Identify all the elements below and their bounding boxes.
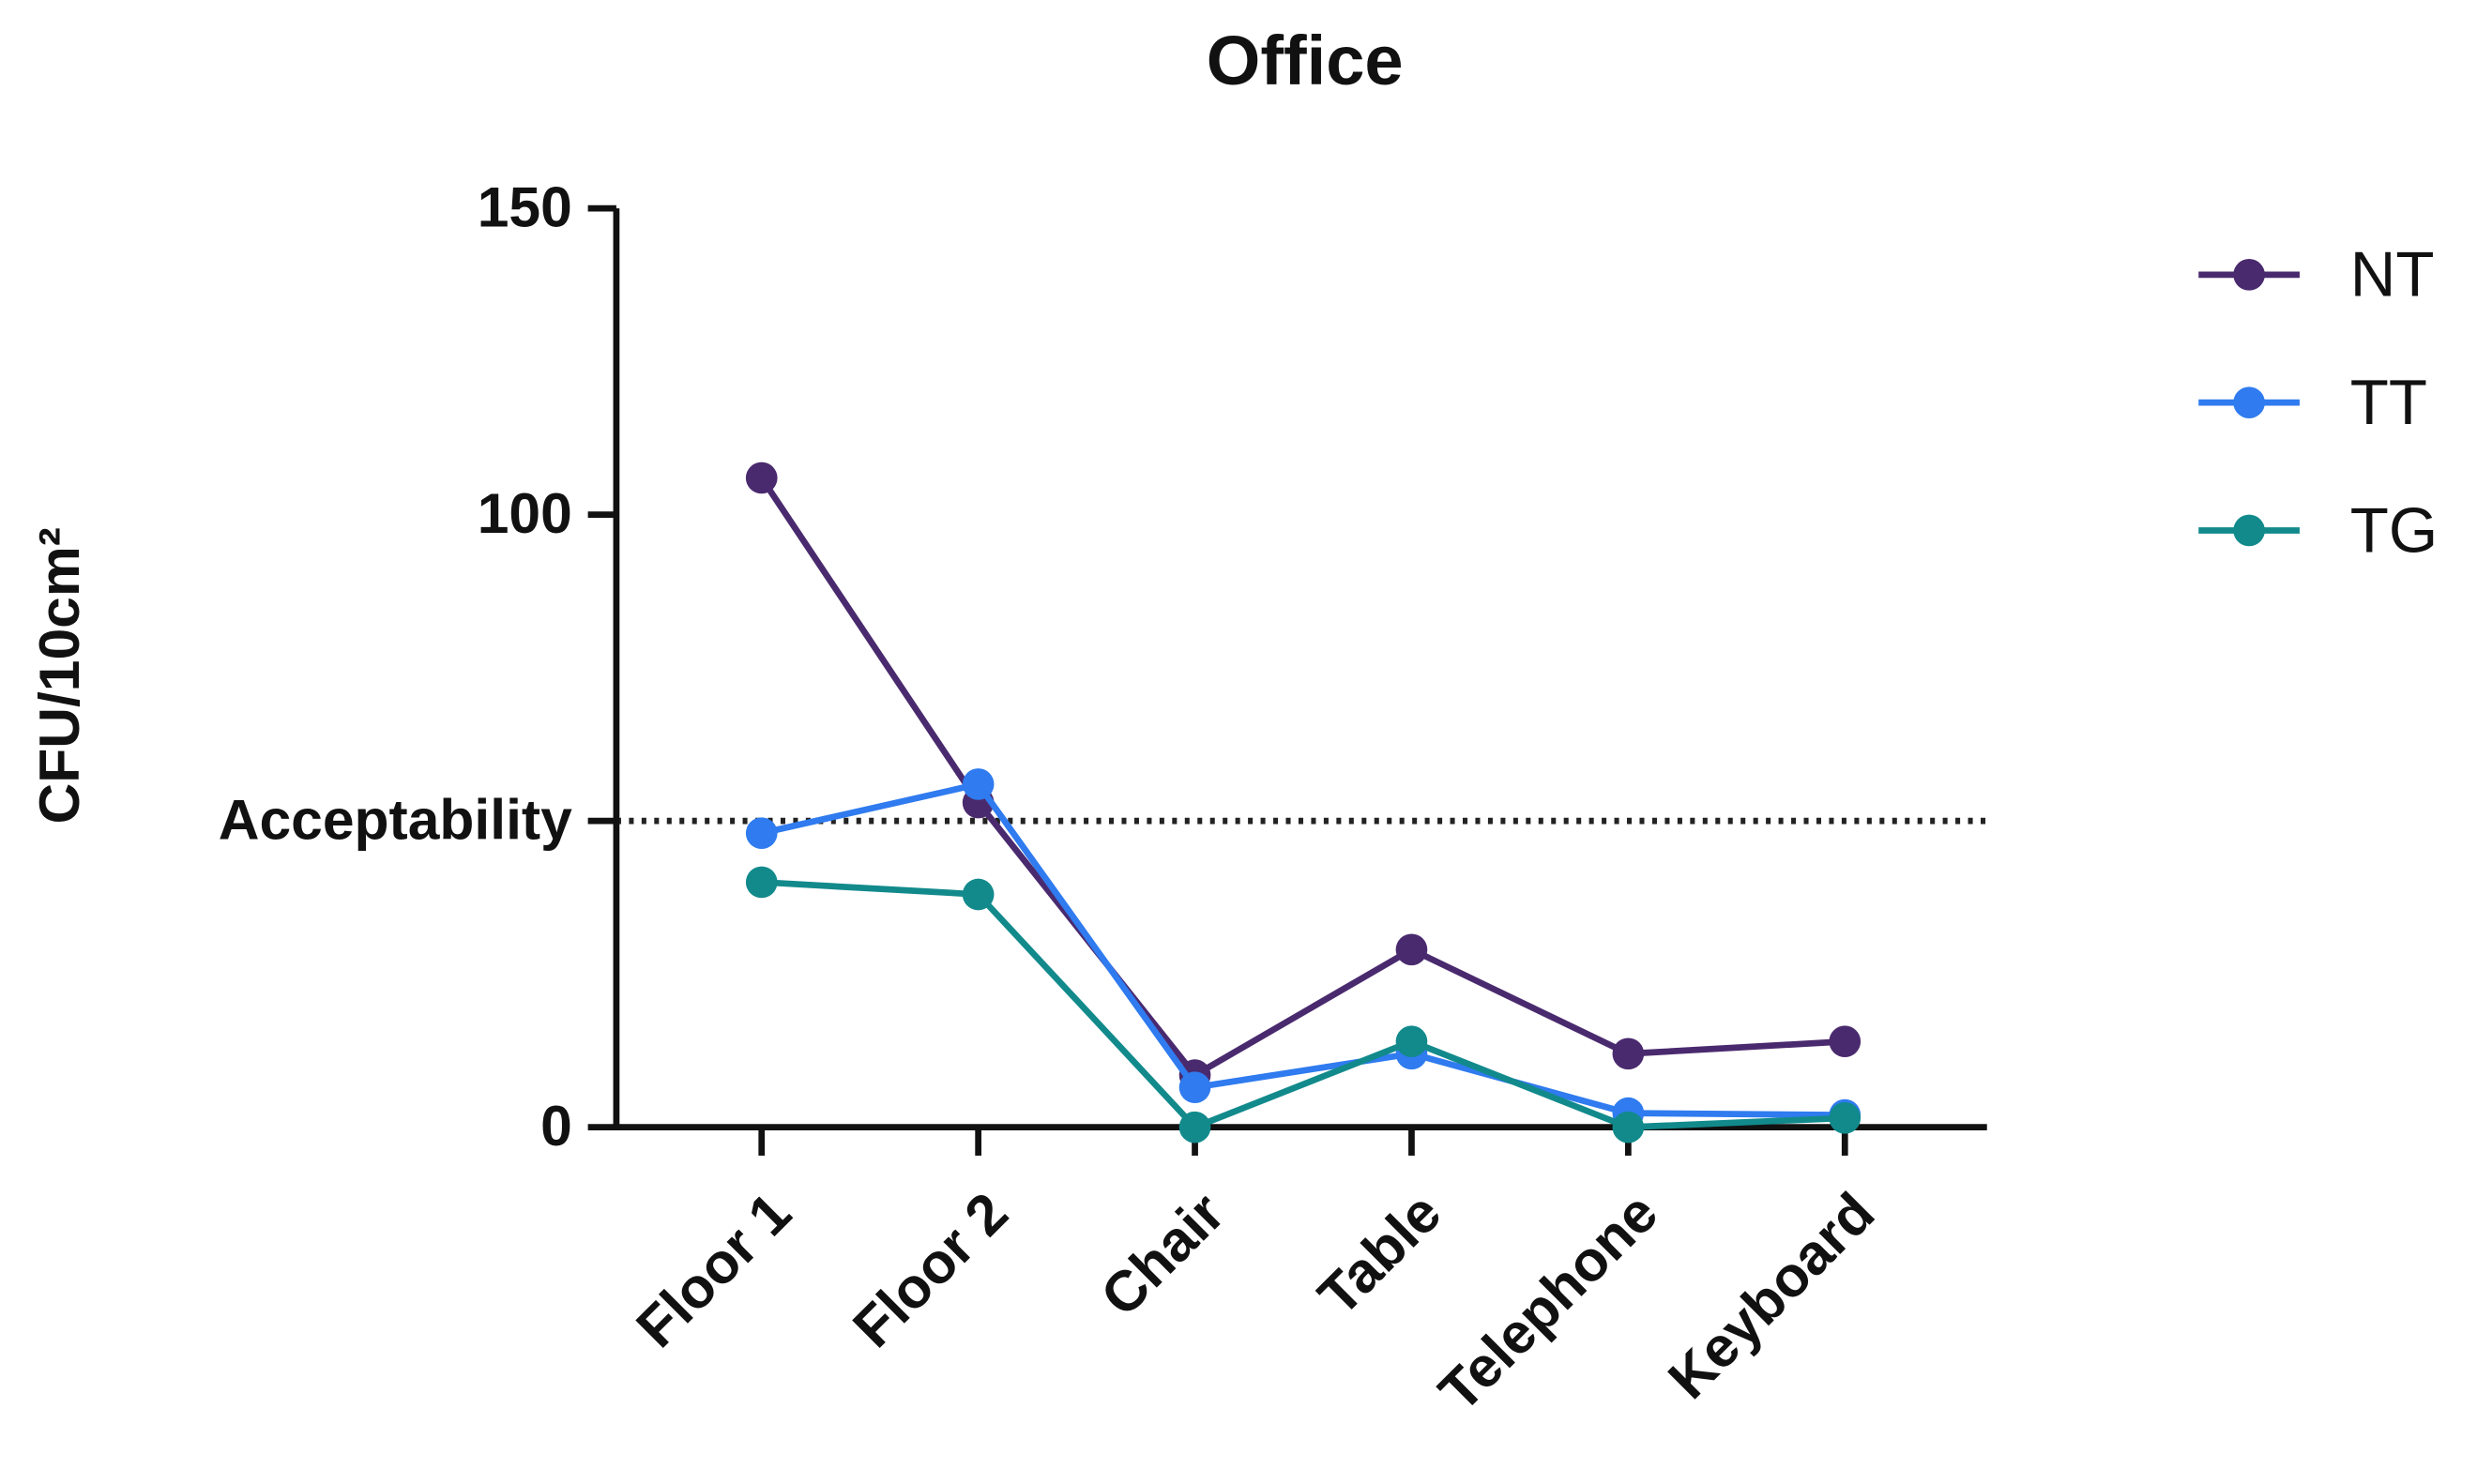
y-tick-label: 0 bbox=[540, 1094, 572, 1158]
data-point bbox=[745, 817, 778, 850]
x-tick-label: Floor 1 bbox=[624, 1180, 803, 1359]
legend-label: TT bbox=[2350, 368, 2427, 438]
data-point bbox=[1829, 1102, 1862, 1134]
data-point bbox=[1829, 1025, 1862, 1058]
series-line bbox=[761, 879, 1846, 1131]
legend-marker bbox=[2233, 386, 2265, 418]
data-point bbox=[1178, 1071, 1211, 1104]
data-point bbox=[962, 878, 995, 911]
y-tick-label: 100 bbox=[478, 481, 572, 545]
y-tick-label: Acceptability bbox=[219, 788, 572, 852]
x-tick-label: Keyboard bbox=[1656, 1180, 1887, 1411]
series-line bbox=[760, 780, 1846, 1118]
legend-label: NT bbox=[2350, 240, 2435, 310]
x-tick-label: Chair bbox=[1088, 1180, 1237, 1328]
chart-title: Office bbox=[1207, 22, 1404, 99]
data-point bbox=[1395, 1025, 1428, 1058]
data-point bbox=[1395, 933, 1428, 966]
x-tick-label: Telephone bbox=[1426, 1180, 1669, 1423]
data-point bbox=[1612, 1037, 1645, 1070]
legend-marker bbox=[2233, 514, 2265, 547]
data-point bbox=[1178, 1111, 1211, 1143]
legend-label: TG bbox=[2350, 495, 2438, 566]
y-tick-label: 150 bbox=[478, 175, 572, 239]
y-axis-label: CFU/10cm² bbox=[27, 527, 91, 824]
data-point bbox=[962, 768, 995, 800]
legend-marker bbox=[2233, 259, 2265, 291]
data-point bbox=[1612, 1111, 1645, 1143]
x-tick-label: Table bbox=[1306, 1180, 1453, 1327]
data-point bbox=[745, 462, 778, 494]
data-point bbox=[745, 866, 778, 899]
x-tick-label: Floor 2 bbox=[841, 1180, 1020, 1359]
series-line bbox=[758, 476, 1846, 1080]
